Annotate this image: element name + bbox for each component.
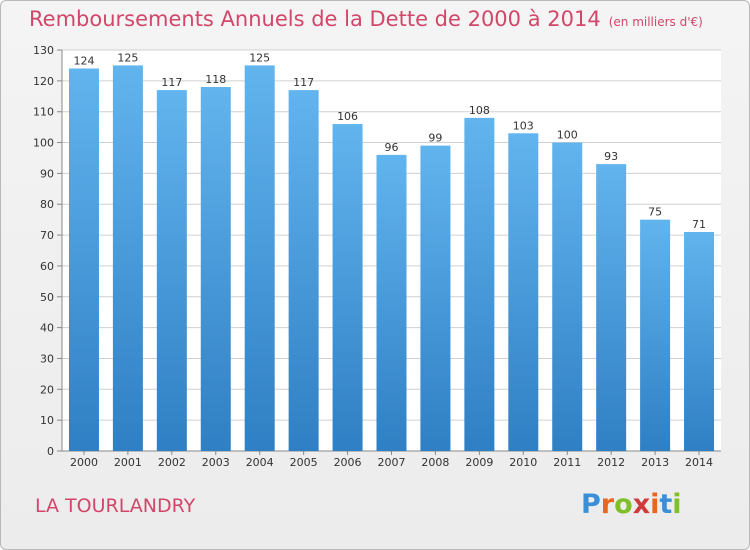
- logo-letter: i: [672, 489, 682, 520]
- bar: [596, 164, 627, 451]
- x-tick-label: 2014: [685, 456, 713, 469]
- bar-value-label: 117: [161, 76, 182, 89]
- bar-value-label: 100: [557, 129, 578, 142]
- bar: [200, 87, 231, 451]
- y-tick-label: 70: [40, 229, 54, 242]
- unit-note: (en milliers d'€): [608, 15, 703, 29]
- bar: [156, 90, 187, 451]
- bar: [684, 231, 715, 451]
- x-tick-label: 2007: [378, 456, 406, 469]
- bar: [508, 133, 539, 452]
- bar: [332, 124, 363, 452]
- x-tick-label: 2005: [290, 456, 318, 469]
- x-tick-label: 2008: [421, 456, 449, 469]
- bar: [68, 68, 99, 451]
- bar: [288, 90, 319, 451]
- bar: [420, 145, 451, 451]
- bar: [640, 219, 671, 451]
- bar-value-label: 99: [428, 132, 442, 145]
- proxiti-logo: Proxiti: [581, 489, 682, 520]
- y-tick-label: 20: [40, 383, 54, 396]
- x-tick-label: 2006: [334, 456, 362, 469]
- bar: [244, 65, 275, 451]
- bar: [464, 117, 495, 451]
- y-tick-label: 50: [40, 291, 54, 304]
- bar-value-label: 93: [604, 150, 618, 163]
- y-tick-label: 90: [40, 167, 54, 180]
- bar-value-label: 125: [249, 51, 270, 64]
- x-tick-label: 2002: [158, 456, 186, 469]
- x-tick-label: 2009: [465, 456, 493, 469]
- bar-value-label: 118: [205, 73, 226, 86]
- logo-letter: x: [632, 489, 651, 520]
- logo-letter: t: [659, 489, 673, 520]
- x-tick-label: 2003: [202, 456, 230, 469]
- bar: [552, 142, 583, 452]
- chart-title: Remboursements Annuels de la Dette de 20…: [29, 7, 703, 31]
- logo-letter: o: [614, 489, 633, 520]
- x-tick-label: 2004: [246, 456, 274, 469]
- x-tick-label: 2012: [597, 456, 625, 469]
- y-tick-label: 60: [40, 260, 54, 273]
- y-tick-label: 130: [33, 44, 54, 57]
- bar-value-label: 106: [337, 110, 358, 123]
- x-tick-label: 2013: [641, 456, 669, 469]
- bar-value-label: 125: [117, 51, 138, 64]
- y-tick-label: 120: [33, 75, 54, 88]
- y-tick-label: 100: [33, 137, 54, 150]
- bar-value-label: 96: [385, 141, 399, 154]
- chart-title-text: Remboursements Annuels de la Dette de 20…: [29, 7, 601, 31]
- logo-letter: P: [581, 489, 601, 520]
- bar-value-label: 117: [293, 76, 314, 89]
- bar-value-label: 71: [692, 218, 706, 231]
- logo-letter: r: [600, 489, 615, 520]
- bar-value-label: 103: [513, 119, 534, 132]
- x-tick-label: 2001: [114, 456, 142, 469]
- x-tick-label: 2011: [553, 456, 581, 469]
- bar: [376, 154, 407, 451]
- y-tick-label: 10: [40, 414, 54, 427]
- x-tick-label: 2000: [70, 456, 98, 469]
- bar-value-label: 124: [73, 55, 94, 68]
- y-tick-label: 0: [47, 445, 54, 458]
- bar: [112, 65, 143, 451]
- y-tick-label: 80: [40, 198, 54, 211]
- y-tick-label: 110: [33, 106, 54, 119]
- y-tick-label: 30: [40, 352, 54, 365]
- commune-name: LA TOURLANDRY: [35, 495, 196, 517]
- logo-letter: i: [650, 489, 660, 520]
- y-tick-label: 40: [40, 322, 54, 335]
- x-tick-label: 2010: [509, 456, 537, 469]
- bar-value-label: 108: [469, 104, 490, 117]
- bar-value-label: 75: [648, 206, 662, 219]
